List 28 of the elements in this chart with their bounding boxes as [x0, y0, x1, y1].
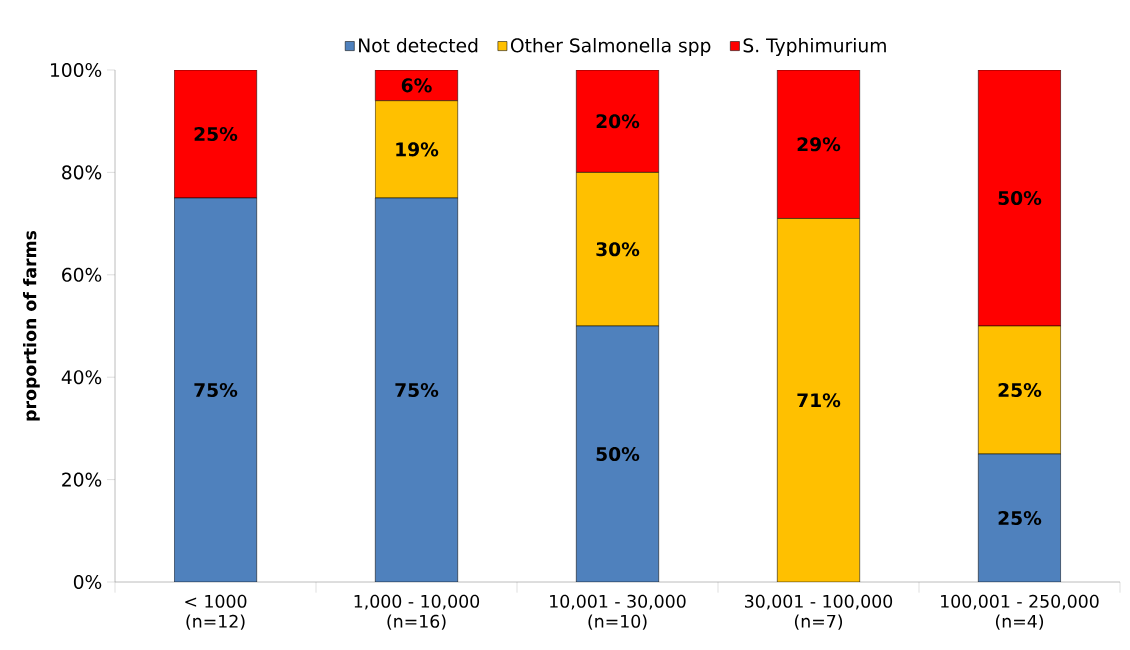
y-tick-label: 40% — [61, 370, 102, 385]
data-label: 30% — [596, 242, 640, 257]
data-label: 75% — [194, 382, 238, 398]
y-tick-label: 100% — [50, 62, 102, 78]
y-axis-title: proportion of farms — [22, 230, 40, 421]
legend-label: S. Typhimurium — [743, 37, 886, 57]
data-label: 6% — [401, 78, 432, 93]
y-tick-label: 80% — [62, 165, 102, 180]
data-label: 50% — [998, 190, 1042, 206]
x-tick-label: 10,001 - 30,000 (n=10) — [550, 594, 686, 630]
y-tick-label: 60% — [62, 267, 102, 282]
data-label: 71% — [797, 393, 841, 408]
data-label: 19% — [396, 142, 439, 157]
legend-label: Other Salmonella spp — [510, 37, 711, 57]
x-tick-label: 100,001 - 250,000 (n=4) — [941, 594, 1099, 630]
x-tick-label: 1,000 - 10,000 (n=16) — [354, 594, 480, 630]
x-tick-label: < 1000 (n=12) — [185, 594, 247, 630]
data-label: 29% — [797, 137, 841, 152]
x-tick-label: 30,001 - 100,000 (n=7) — [745, 594, 893, 630]
data-label: 25% — [194, 126, 238, 142]
data-label: 25% — [998, 382, 1042, 398]
data-label: 50% — [596, 446, 640, 462]
y-tick-label: 0% — [73, 574, 102, 590]
data-label: 20% — [596, 114, 640, 129]
y-tick-label: 20% — [62, 472, 102, 487]
data-label: 75% — [395, 382, 439, 398]
legend-label: Not detected — [359, 37, 478, 53]
data-label: 25% — [998, 510, 1042, 526]
